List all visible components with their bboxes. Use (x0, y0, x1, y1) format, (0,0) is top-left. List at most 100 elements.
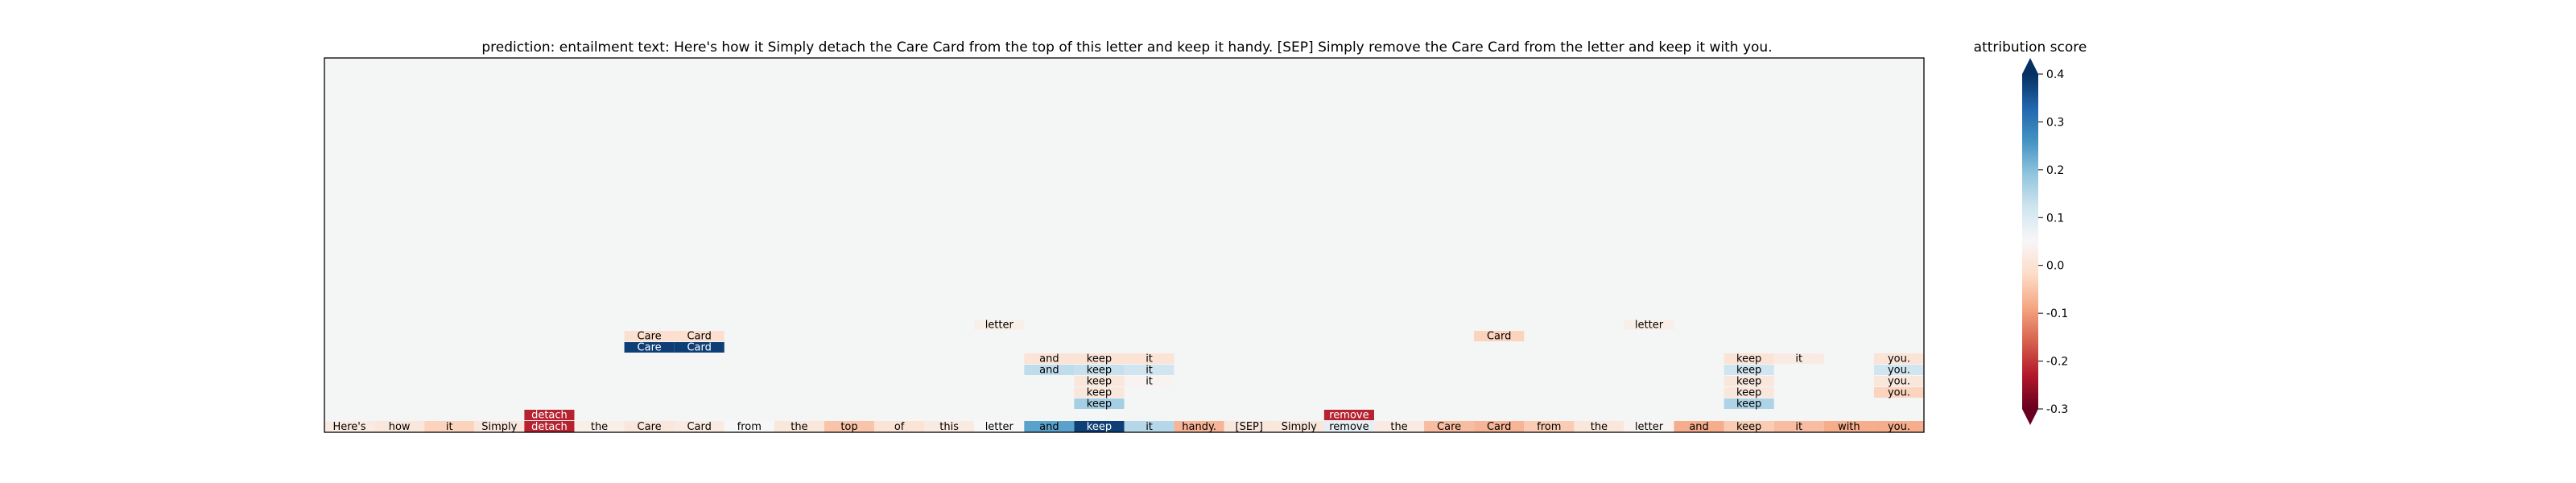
token-cell (624, 421, 675, 432)
upper-token-cell (1074, 376, 1125, 386)
upper-token-cell (1074, 398, 1125, 409)
upper-token-cell (1074, 387, 1125, 398)
colorbar-ticks: -0.3 -0.2 -0.1 0.0 0.1 0.2 0.3 0.4 (2038, 68, 2068, 416)
upper-token-label: Care (638, 331, 662, 343)
upper-token-cell (1323, 410, 1374, 420)
upper-token-label: letter (985, 320, 1014, 332)
upper-token-cell (1124, 353, 1174, 364)
upper-token-cell (674, 331, 724, 341)
upper-token-label: keep (1087, 365, 1112, 377)
upper-token-cell (624, 331, 675, 341)
token-cell (1024, 421, 1075, 432)
upper-token-label: you. (1888, 376, 1910, 388)
chart-title: prediction: entailment text: Here's how … (481, 39, 1772, 56)
upper-token-cell (624, 342, 675, 353)
token-cell (1373, 421, 1425, 432)
token-label: handy. (1182, 421, 1216, 433)
token-cell (1424, 421, 1475, 432)
token-cell (1474, 421, 1525, 432)
upper-token-label: keep (1087, 376, 1112, 388)
upper-token-label: Card (687, 331, 711, 343)
colorbar-tick-label: -0.3 (2046, 403, 2068, 416)
token-cell (1323, 421, 1374, 432)
token-label: of (894, 421, 905, 433)
token-label: and (1039, 421, 1059, 433)
token-label: Card (1487, 421, 1511, 433)
token-cell (1574, 421, 1624, 432)
token-label: letter (1635, 421, 1664, 433)
upper-token-cell (524, 410, 575, 420)
token-label: Card (687, 421, 711, 433)
token-cell (1224, 421, 1274, 432)
upper-token-cell (1124, 376, 1174, 386)
token-cell (424, 421, 475, 432)
token-cell (1124, 421, 1174, 432)
upper-token-cell (974, 320, 1025, 330)
token-label: Care (1437, 421, 1461, 433)
colorbar (2022, 74, 2038, 409)
upper-token-label: you. (1888, 387, 1910, 399)
token-label: detach (531, 421, 568, 433)
colorbar-tick-label: 0.3 (2046, 116, 2064, 129)
colorbar-max-extension (2022, 58, 2038, 74)
colorbar-tick-label: 0.2 (2046, 164, 2064, 177)
upper-token-cell (1024, 353, 1075, 364)
upper-token-label: remove (1329, 410, 1368, 422)
token-cell (924, 421, 975, 432)
colorbar-tick-label: 0.4 (2046, 68, 2064, 81)
token-cell (824, 421, 875, 432)
token-label: Simply (1282, 421, 1317, 433)
token-cell (524, 421, 575, 432)
upper-token-label: keep (1736, 353, 1761, 365)
token-cell (674, 421, 724, 432)
upper-token-cell (1024, 365, 1075, 375)
upper-token-label: keep (1736, 387, 1761, 399)
upper-token-cell (1724, 353, 1774, 364)
token-cell (1074, 421, 1125, 432)
upper-token-label: keep (1736, 398, 1761, 411)
token-label: top (840, 421, 857, 433)
token-label: from (737, 421, 762, 433)
token-label: Simply (481, 421, 517, 433)
upper-token-cell (1724, 365, 1774, 375)
token-cell (774, 421, 824, 432)
upper-token-cell (1074, 353, 1125, 364)
upper-token-cell (1873, 353, 1924, 364)
upper-token-cell (1724, 398, 1774, 409)
upper-token-label: it (1146, 353, 1153, 365)
token-cell (1674, 421, 1724, 432)
upper-token-label: and (1039, 365, 1059, 377)
upper-token-cell (1074, 365, 1125, 375)
upper-token-cell (674, 342, 724, 353)
colorbar-tick-label: -0.2 (2046, 356, 2068, 369)
upper-token-cell (1724, 376, 1774, 386)
token-cell (474, 421, 525, 432)
token-label: the (791, 421, 807, 433)
token-label: keep (1087, 421, 1112, 433)
heatmap-frame (324, 57, 1925, 433)
token-label: letter (985, 421, 1014, 433)
token-cell (1624, 421, 1674, 432)
upper-token-label: Card (687, 342, 711, 354)
token-cell (1873, 421, 1924, 432)
upper-token-cell (1873, 376, 1924, 386)
upper-token-label: letter (1635, 320, 1664, 332)
upper-token-label: Care (638, 342, 662, 354)
token-cell (874, 421, 925, 432)
token-label: remove (1329, 421, 1368, 433)
upper-token-cell (1474, 331, 1525, 341)
upper-token-label: keep (1087, 398, 1112, 411)
upper-token-label: it (1146, 365, 1153, 377)
token-label: this (939, 421, 959, 433)
colorbar-min-extension (2022, 409, 2038, 425)
token-cell (1724, 421, 1774, 432)
upper-token-label: keep (1736, 365, 1761, 377)
upper-token-cell (1873, 365, 1924, 375)
upper-token-label: you. (1888, 353, 1910, 365)
token-label: Here's (332, 421, 365, 433)
token-cell (1823, 421, 1874, 432)
token-label: keep (1736, 421, 1761, 433)
upper-token-label: you. (1888, 365, 1910, 377)
